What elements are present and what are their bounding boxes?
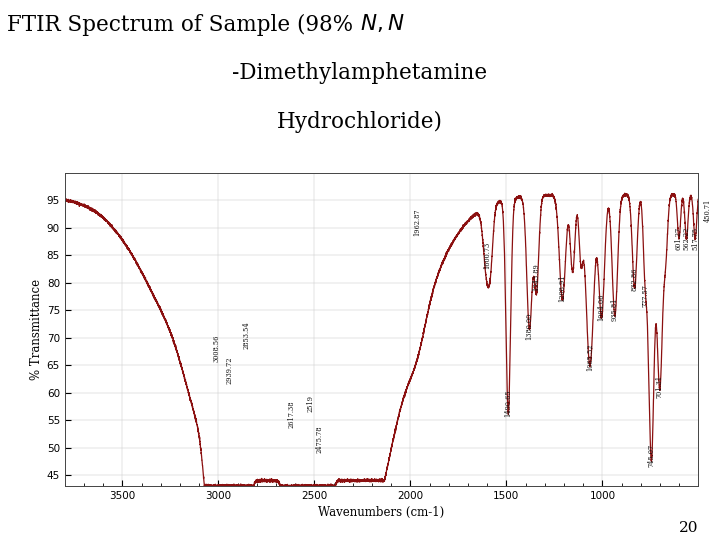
Text: -Dimethylamphetamine: -Dimethylamphetamine (233, 62, 487, 84)
Text: FTIR Spectrum of Sample (98%: FTIR Spectrum of Sample (98% (7, 14, 360, 36)
Text: 2519: 2519 (307, 395, 315, 412)
X-axis label: Wavenumbers (cm-1): Wavenumbers (cm-1) (318, 507, 445, 519)
Text: 832.86: 832.86 (631, 267, 639, 291)
Text: 1380.00: 1380.00 (526, 313, 534, 340)
Text: 701.31: 701.31 (656, 375, 664, 398)
Text: 935.81: 935.81 (611, 298, 618, 321)
Text: 20: 20 (679, 521, 698, 535)
Text: 1962.87: 1962.87 (413, 208, 421, 236)
Text: 1208.91: 1208.91 (558, 274, 567, 302)
Text: 1600.73: 1600.73 (483, 242, 491, 269)
Text: 2617.38: 2617.38 (288, 401, 296, 428)
Text: 3008.56: 3008.56 (212, 335, 221, 362)
Text: 517.75: 517.75 (691, 227, 699, 249)
Text: 450.71: 450.71 (704, 199, 712, 222)
Text: 1065.52: 1065.52 (586, 343, 594, 370)
Text: 1490.65: 1490.65 (504, 390, 512, 417)
Y-axis label: % Transmittance: % Transmittance (30, 279, 42, 380)
Text: 601.27: 601.27 (675, 227, 683, 249)
Text: $\it{N,N}$: $\it{N,N}$ (360, 14, 405, 36)
Text: 745.07: 745.07 (647, 444, 655, 467)
Text: 2853.54: 2853.54 (243, 321, 251, 349)
Text: 2475.78: 2475.78 (315, 426, 323, 453)
Text: 562.22: 562.22 (683, 226, 690, 249)
Text: 1004.06: 1004.06 (598, 294, 606, 321)
Text: 2939.72: 2939.72 (226, 357, 234, 384)
Text: 777.57: 777.57 (641, 285, 649, 307)
Text: 1343.89: 1343.89 (532, 263, 541, 291)
Text: Hydrochloride): Hydrochloride) (277, 111, 443, 133)
